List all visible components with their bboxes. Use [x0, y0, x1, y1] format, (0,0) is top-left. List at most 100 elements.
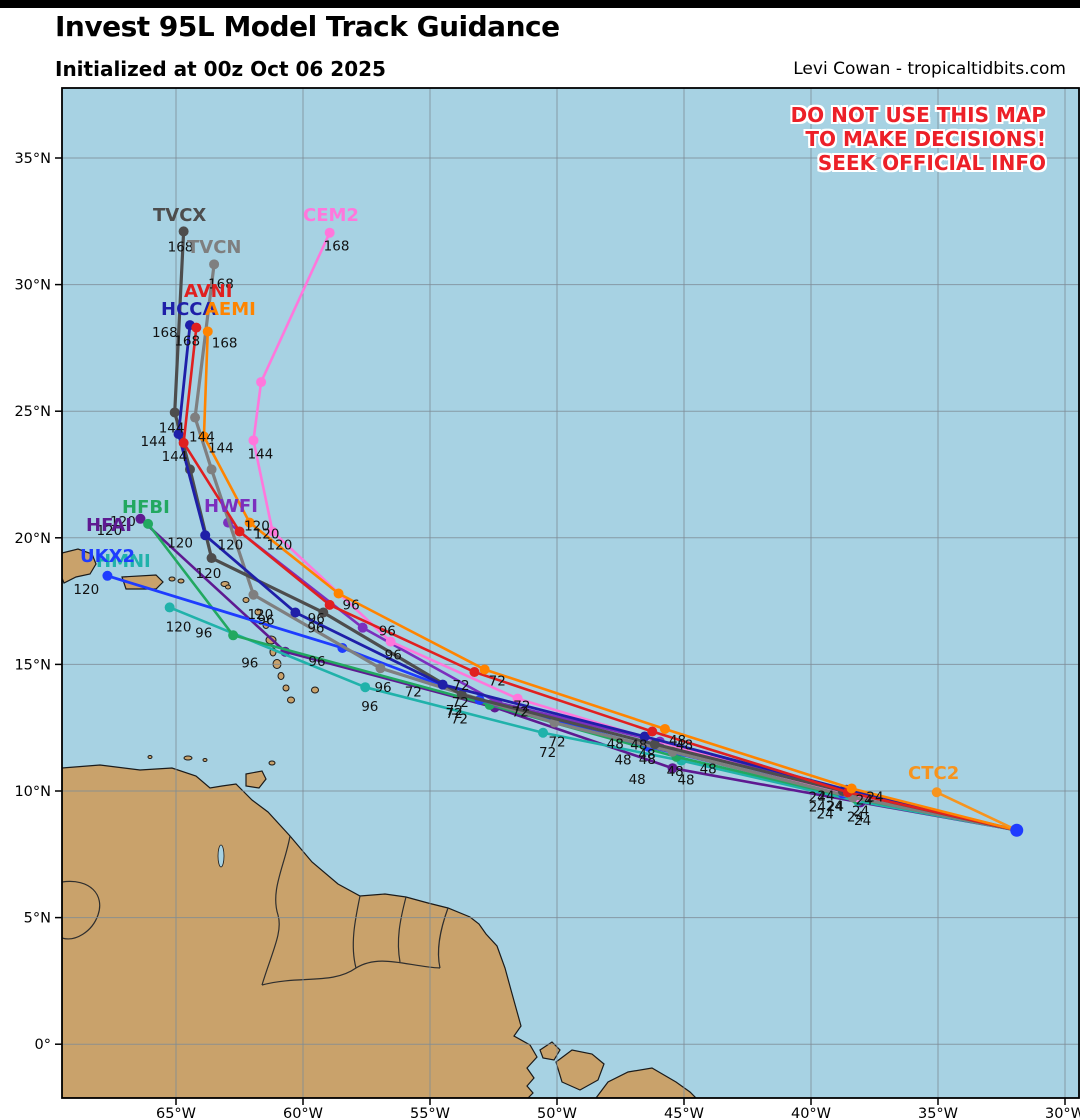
hour-label-TVCN-24: 24: [847, 809, 864, 825]
hour-label-AVNI-24: 24: [826, 798, 843, 814]
country-border: [261, 835, 291, 986]
track-point-TVCX-168h: [178, 226, 189, 237]
lat-tick-label: 5°N: [24, 911, 51, 927]
hour-label-CEM2-120: 120: [267, 537, 293, 553]
track-point-HFAI-120h: [135, 513, 146, 524]
track-point-HFAI-48h: [667, 763, 678, 774]
country-border: [352, 895, 361, 969]
track-point-HFBI-120h: [143, 518, 154, 529]
lat-tick-label: 15°N: [14, 657, 51, 673]
hour-label-HWFI-72: 72: [513, 698, 530, 714]
model-label-UKX2: UKX2: [80, 546, 135, 567]
track-point-HMNI-96h: [360, 682, 371, 693]
hour-label-TVCX-168: 168: [168, 239, 194, 255]
island: [168, 576, 176, 582]
island: [254, 608, 262, 616]
track-point-UKX2-120h: [102, 570, 113, 581]
track-point-TVCN-96h: [375, 663, 386, 674]
hour-label-HCCA-72: 72: [405, 685, 422, 701]
top-black-bar: [0, 0, 1080, 8]
lat-tick-label: 30°N: [14, 278, 51, 294]
hour-label-TVCN-48: 48: [667, 764, 684, 780]
hour-label-HFAI-120: 120: [96, 523, 122, 539]
hour-label-HMNI-48: 48: [677, 773, 694, 789]
model-label-HWFI: HWFI: [204, 496, 258, 517]
hour-label-HCCA-144: 144: [141, 434, 167, 450]
hour-label-HCCA-168: 168: [152, 325, 178, 341]
track-point-AEMI-72h: [479, 664, 490, 675]
lon-tick-label: 50°W: [537, 1106, 577, 1119]
hour-label-HWFI-48: 48: [676, 738, 693, 754]
hour-label-CEM2-144: 144: [247, 446, 273, 462]
hour-label-HFAI-24: 24: [817, 806, 834, 822]
lon-tick-label: 40°W: [791, 1106, 831, 1119]
credit-text: Levi Cowan - tropicaltidbits.com: [793, 59, 1066, 79]
track-point-HCCA-120h: [200, 530, 211, 541]
lat-tick-label: 0°: [35, 1037, 51, 1053]
track-point-TVCX-96h: [318, 607, 329, 618]
track-start-point: [1010, 823, 1024, 837]
model-label-HFBI: HFBI: [122, 497, 170, 518]
hour-label-TVCX-96: 96: [307, 620, 324, 636]
warning-line-1: DO NOT USE THIS MAP: [790, 103, 1046, 127]
hour-label-HFBI-48: 48: [638, 747, 655, 763]
hour-label-UKX2-120: 120: [73, 582, 99, 598]
hour-label-HWFI-96: 96: [379, 624, 396, 640]
lon-tick-label: 55°W: [410, 1106, 450, 1119]
hour-label-TVCN-72: 72: [548, 735, 565, 751]
track-point-AVNI-96h: [324, 599, 335, 610]
track-point-CEM2-120h: [267, 526, 278, 537]
hour-label-HFBI-96: 96: [195, 625, 212, 641]
hour-label-HMNI-120: 120: [166, 619, 192, 635]
hour-label-TVCX-72: 72: [446, 703, 463, 719]
hour-label-HCCA-96: 96: [257, 612, 274, 628]
track-point-CEM2-144h: [248, 435, 259, 446]
island: [277, 672, 285, 680]
island: [311, 686, 319, 694]
track-point-HMNI-72h: [538, 727, 549, 738]
marajo-island: [555, 1049, 605, 1091]
model-label-HFAI: HFAI: [86, 515, 132, 536]
hour-label-HCCA-120: 120: [167, 535, 193, 551]
model-label-AVNI: AVNI: [184, 281, 232, 302]
hour-label-AEMI-96: 96: [343, 598, 360, 614]
page-title: Invest 95L Model Track Guidance: [55, 10, 560, 43]
island: [282, 684, 290, 692]
hour-label-TVCX-24: 24: [827, 799, 844, 815]
track-point-AEMI-144h: [198, 431, 209, 442]
lat-tick-label: 10°N: [14, 784, 51, 800]
hour-label-CEM2-96: 96: [385, 648, 402, 664]
hour-label-UKX2-24: 24: [809, 800, 826, 816]
track-point-TVCN-168h: [209, 259, 220, 270]
model-track-CTC2: [935, 790, 1019, 832]
track-point-TVCN-120h: [248, 589, 259, 600]
island: [147, 755, 153, 759]
hour-label-CEM2-24: 24: [852, 803, 869, 819]
track-point-TVCX-72h: [456, 689, 467, 700]
lon-tick-label: 65°W: [156, 1106, 196, 1119]
model-track-AEMI: [202, 330, 1019, 832]
track-point-TVCX-48h: [649, 739, 660, 750]
model-label-AEMI: AEMI: [205, 299, 256, 320]
hour-label-UKX2-48: 48: [614, 753, 631, 769]
track-point-TVCN-144h: [190, 412, 201, 423]
track-point-AVNI-120h: [234, 526, 245, 537]
track-point-AEMI-48h: [659, 723, 670, 734]
model-label-TVCX: TVCX: [153, 205, 206, 226]
hour-label-HCCA-24: 24: [809, 790, 826, 806]
brazil-east-coast: [595, 1067, 697, 1098]
lon-tick-label: 45°W: [664, 1106, 704, 1119]
track-point-HCCA-96h: [290, 607, 301, 618]
track-point-HCCA-72h: [437, 679, 448, 690]
model-track-HMNI: [168, 606, 1019, 832]
lat-tick-label: 25°N: [14, 404, 51, 420]
map-frame: [61, 87, 1080, 1099]
track-point-CEM2-156h: [256, 377, 267, 388]
trinidad: [245, 770, 267, 789]
hour-label-HWFI-24: 24: [866, 790, 883, 806]
island: [202, 758, 208, 762]
model-label-HCCA: HCCA: [161, 299, 216, 320]
track-point-HCCA-144h: [173, 428, 184, 439]
model-label-HMNI: HMNI: [96, 551, 151, 572]
track-point-CEM2-72h: [512, 693, 523, 704]
